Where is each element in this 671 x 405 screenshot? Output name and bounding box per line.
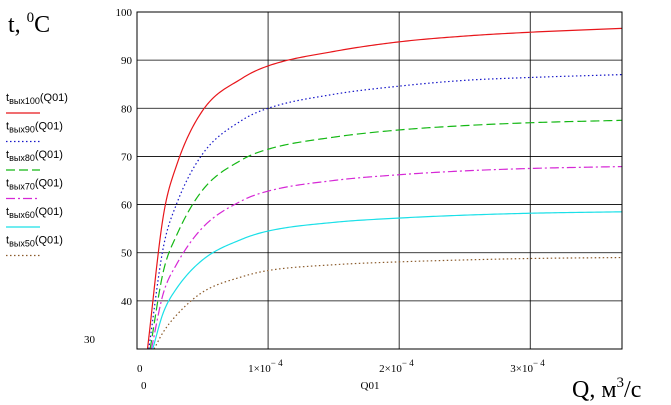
series-line-вых70 (150, 165, 623, 350)
series-line-вых100 (146, 27, 623, 350)
legend-label-вых90: tвых90(Q01) (6, 121, 63, 135)
legend-label-вых70: tвых70(Q01) (6, 178, 63, 192)
series-line-вых50 (153, 256, 623, 350)
x-min-label: 0 (137, 363, 143, 375)
x-min-label-lower: 0 (141, 380, 147, 392)
legend-label-вых100: tвых100(Q01) (6, 92, 68, 106)
x-tick-label-3: 3×10− 4 (510, 358, 545, 375)
plot-frame (136, 11, 623, 350)
y-tick-label-40: 40 (121, 296, 133, 308)
x-tick-label-2: 2×10− 4 (379, 358, 414, 375)
x-tick-labels: 1×10− 4 2×10− 4 3×10− 4 (248, 358, 545, 375)
series-lines (146, 27, 623, 350)
grid (137, 11, 622, 349)
series-line-вых90 (148, 73, 623, 350)
series-line-вых60 (152, 211, 623, 350)
y-tick-label-70: 70 (121, 151, 133, 163)
legend: tвых100(Q01) tвых90(Q01) tвых80(Q01) tвых70… (6, 92, 68, 257)
y-tick-label-60: 60 (121, 200, 133, 212)
x-axis-title: Q, м3/c (572, 375, 641, 403)
y-tick-labels: 40 50 60 70 80 90 100 (116, 7, 133, 308)
legend-label-вых80: tвых80(Q01) (6, 149, 63, 163)
y-tick-label-80: 80 (121, 103, 133, 115)
legend-label-вых60: tвых60(Q01) (6, 206, 63, 220)
y-tick-label-90: 90 (121, 55, 133, 67)
y-axis-title: t, 0C (8, 10, 50, 38)
series-line-вых80 (149, 119, 623, 350)
x-tick-label-1: 1×10− 4 (248, 358, 283, 375)
x-variable-label: Q01 (361, 380, 380, 392)
legend-label-вых50: tвых50(Q01) (6, 235, 63, 249)
y-tick-label-50: 50 (121, 248, 133, 260)
y-min-label: 30 (84, 334, 96, 346)
y-tick-label-100: 100 (116, 7, 133, 19)
